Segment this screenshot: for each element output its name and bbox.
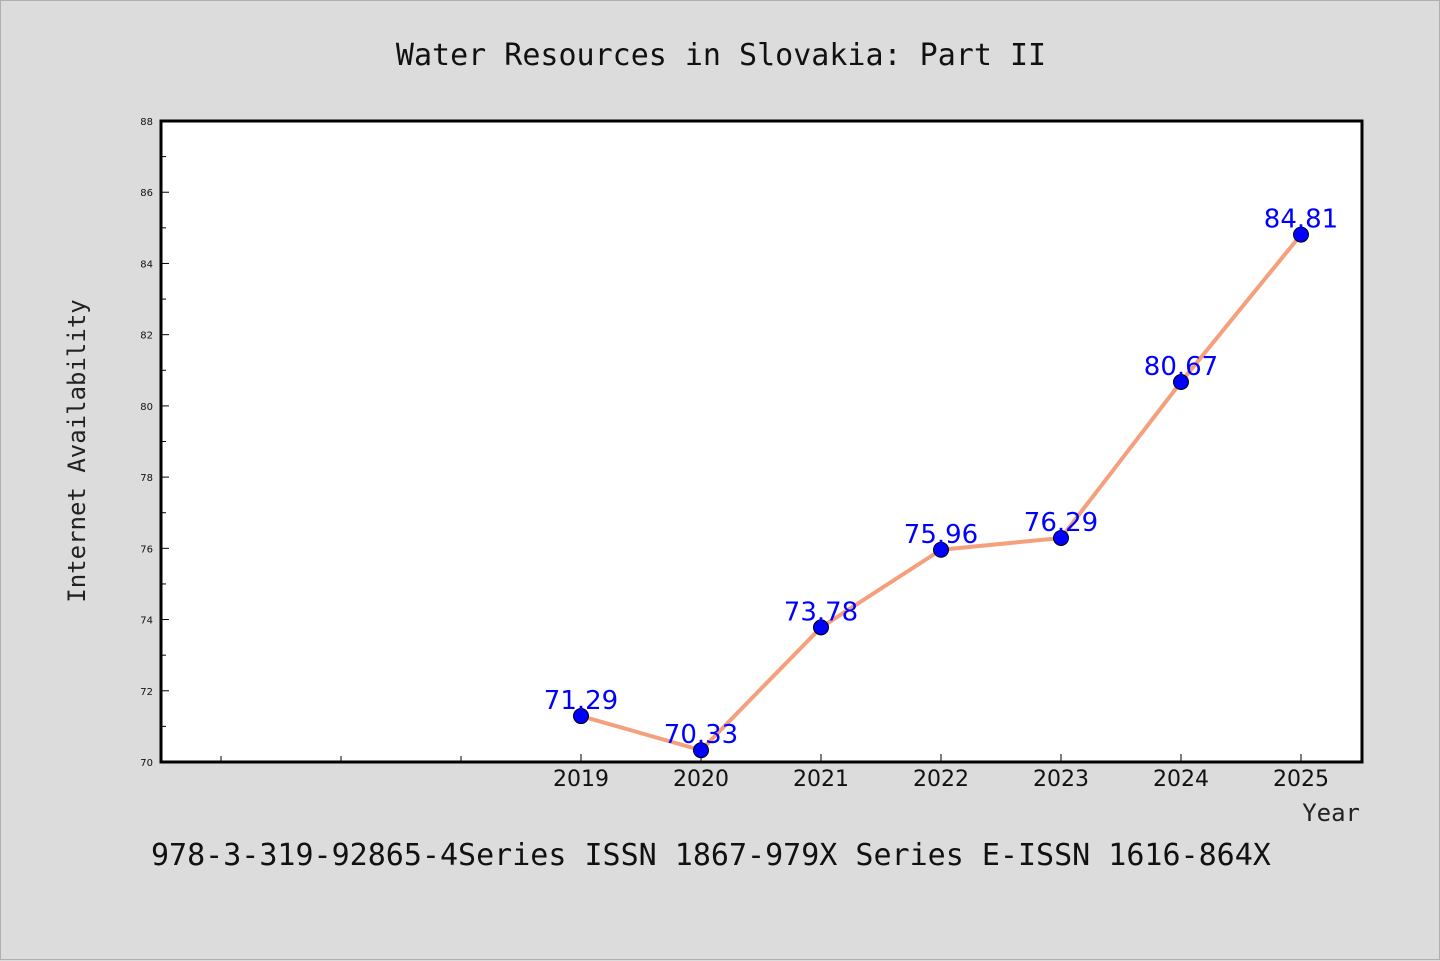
- data-label: 76.29: [1024, 508, 1098, 538]
- y-axis-label: Internet Availability: [63, 299, 91, 602]
- x-axis-label: Year: [1302, 799, 1360, 827]
- data-label: 80.67: [1144, 352, 1218, 382]
- x-tick-label: 2023: [1033, 767, 1089, 792]
- data-point: [1293, 226, 1309, 243]
- chart-title: Water Resources in Slovakia: Part II: [396, 38, 1046, 73]
- y-tick-label: 72: [140, 687, 153, 698]
- x-tick-label: 2025: [1273, 767, 1329, 792]
- data-point: [693, 742, 709, 759]
- x-tick-label: 2020: [673, 767, 729, 792]
- data-label: 71.29: [544, 686, 618, 716]
- x-axis: 2019 2020 2021 2022 2023 2024 2025: [220, 754, 1329, 792]
- x-tick-label: 2024: [1153, 767, 1209, 792]
- y-tick-label: 78: [140, 473, 153, 484]
- data-point: [1173, 374, 1189, 391]
- series-group: 71.29 70.33 73.78 75.96 76.29 80.67 84.81: [544, 205, 1338, 759]
- x-tick-label: 2022: [913, 767, 969, 792]
- data-label: 70.33: [664, 720, 738, 750]
- y-tick-label: 74: [140, 616, 153, 627]
- y-tick-label: 76: [140, 544, 153, 555]
- data-point: [813, 619, 829, 636]
- data-label: 73.78: [784, 597, 858, 627]
- footer-isbn-text: 978-3-319-92865-4Series ISSN 1867-979X S…: [151, 838, 1271, 873]
- y-axis: 70 72 74 76 78 80 82 84 86 88: [140, 117, 169, 769]
- data-label: 84.81: [1264, 205, 1338, 235]
- x-tick-label: 2019: [553, 767, 609, 792]
- y-tick-label: 70: [140, 758, 153, 769]
- y-tick-label: 82: [140, 331, 153, 342]
- x-tick-label: 2021: [793, 767, 849, 792]
- data-point: [1053, 530, 1069, 547]
- y-tick-label: 84: [140, 259, 153, 270]
- plot-area: [159, 119, 1364, 764]
- y-tick-label: 80: [140, 402, 153, 413]
- data-label: 75.96: [904, 520, 978, 550]
- data-point: [573, 708, 589, 725]
- data-point: [933, 541, 949, 558]
- y-tick-label: 88: [140, 117, 153, 128]
- y-tick-label: 86: [140, 188, 153, 199]
